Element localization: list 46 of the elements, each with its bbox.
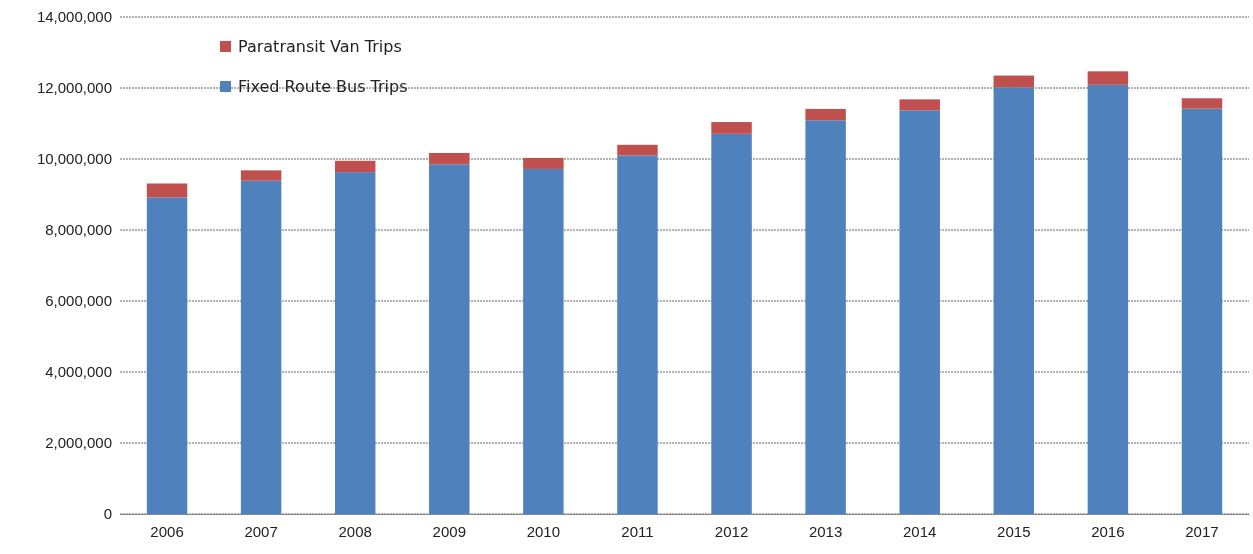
- y-tick-label: 14,000,000: [36, 8, 112, 26]
- legend-label: Paratransit Van Trips: [238, 37, 402, 56]
- bar: [523, 168, 564, 514]
- bar: [899, 110, 940, 514]
- bar: [1181, 98, 1223, 109]
- bar: [711, 133, 752, 514]
- x-tick-label: 2013: [808, 522, 843, 540]
- x-tick-label: 2012: [714, 522, 749, 540]
- bar: [146, 183, 188, 198]
- bar: [523, 157, 564, 169]
- bar: [334, 172, 376, 514]
- y-tick-label: 12,000,000: [36, 79, 112, 97]
- x-tick-label: 2010: [526, 522, 561, 540]
- bar: [1087, 84, 1129, 514]
- y-tick-label: 4,000,000: [45, 363, 112, 381]
- bar: [805, 120, 846, 514]
- bar: [429, 164, 470, 514]
- x-tick-label: 2006: [150, 522, 184, 540]
- bar: [1181, 108, 1223, 514]
- y-tick-label: 6,000,000: [45, 292, 112, 310]
- x-tick-label: 2011: [621, 522, 654, 540]
- y-tick-label: 2,000,000: [45, 434, 112, 452]
- x-tick-label: 2015: [997, 522, 1031, 540]
- legend-label: Fixed Route Bus Trips: [238, 77, 408, 96]
- bar: [993, 87, 1035, 514]
- bar: [146, 197, 188, 514]
- bar: [617, 144, 658, 156]
- x-tick-label: 2014: [903, 522, 937, 540]
- bar: [240, 170, 282, 181]
- x-tick-label: 2008: [338, 522, 372, 540]
- bar: [240, 180, 282, 514]
- bar: [617, 155, 658, 514]
- x-tick-label: 2009: [432, 522, 466, 540]
- bar: [711, 122, 752, 134]
- bar: [334, 160, 376, 173]
- x-tick-label: 2017: [1185, 522, 1219, 540]
- bar: [899, 99, 940, 111]
- y-tick-label: 10,000,000: [36, 150, 112, 168]
- x-tick-label: 2016: [1091, 522, 1125, 540]
- x-tick-label: 2007: [244, 522, 278, 540]
- y-tick-label: 8,000,000: [45, 221, 112, 239]
- bar: [805, 108, 846, 121]
- bar: [993, 75, 1035, 88]
- bar: [429, 152, 470, 165]
- y-tick-label: 0: [103, 505, 112, 523]
- bar: [1087, 71, 1129, 85]
